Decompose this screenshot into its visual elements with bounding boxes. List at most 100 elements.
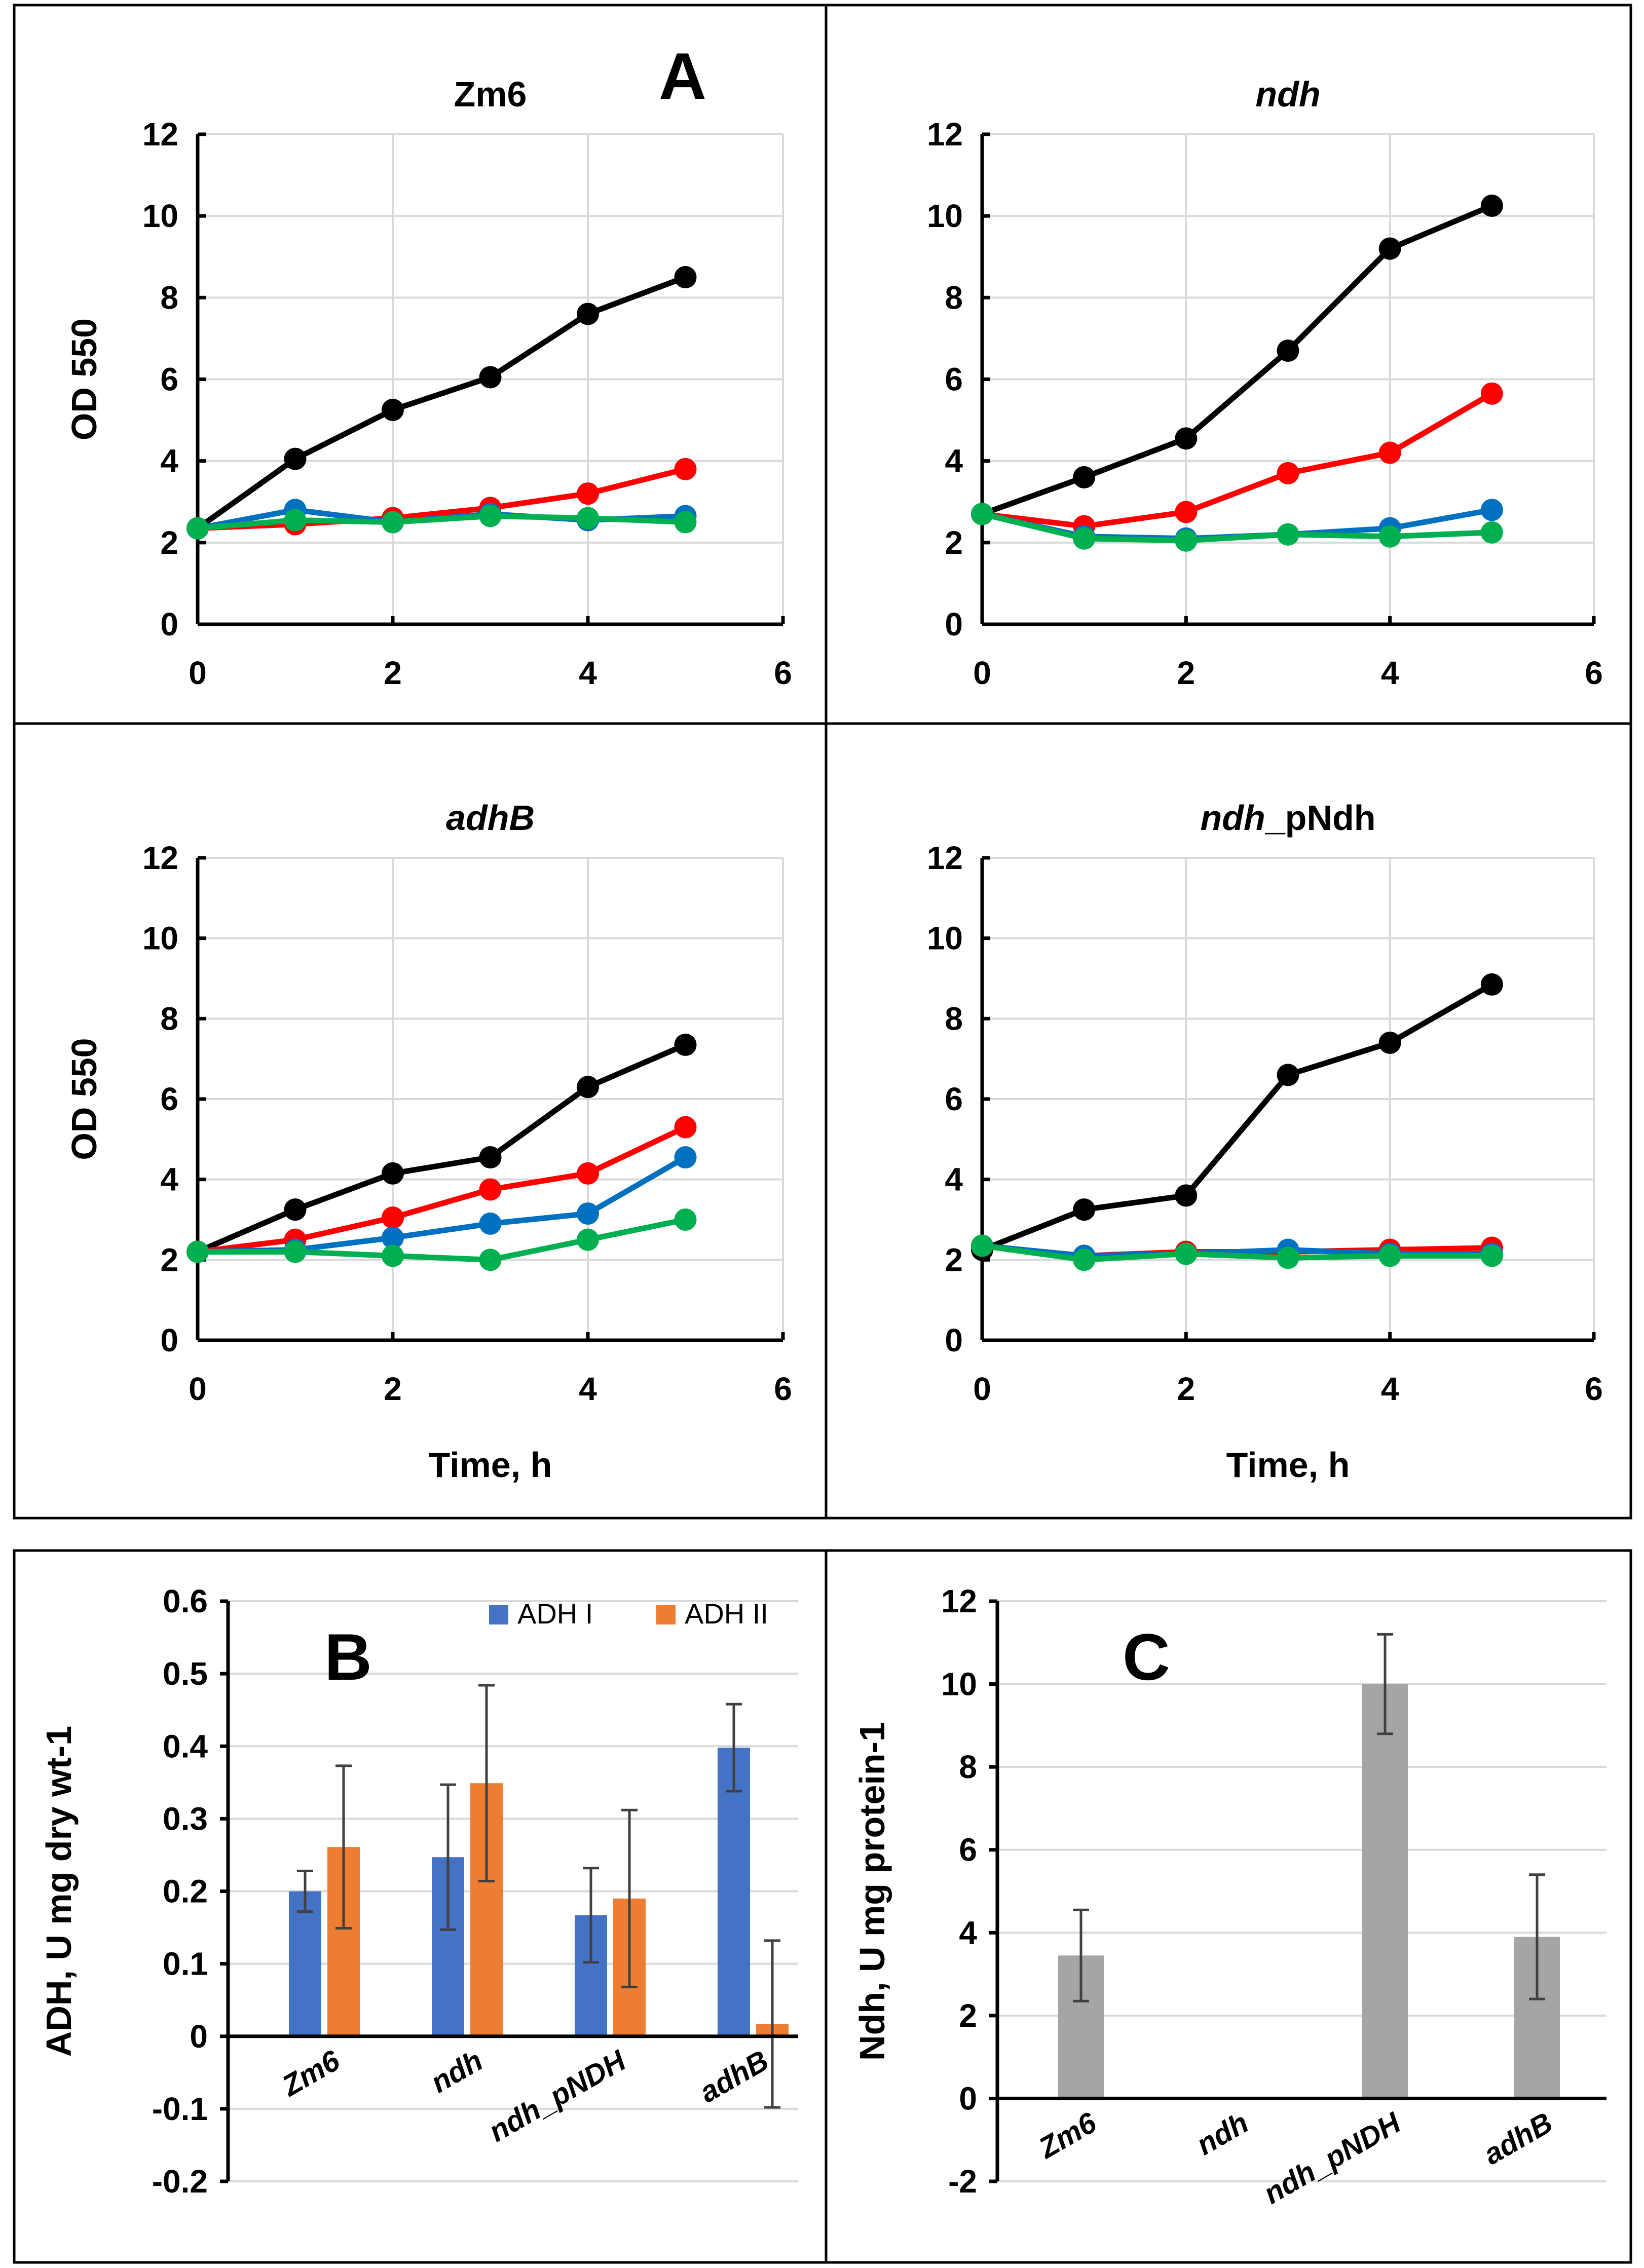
x-tick-label: 2 [1177,1371,1195,1407]
series-line-black [981,982,1493,1253]
y-tick-label: 2 [945,524,963,561]
y-tick-label: 4 [945,443,963,479]
data-point-black [1073,1198,1096,1221]
data-point-black [577,303,599,325]
y-tick-label: -2 [948,2163,977,2200]
data-point-blue [479,1212,502,1235]
y-tick-label: 8 [160,1000,178,1037]
data-point-black [577,1076,599,1099]
y-tick-label: 12 [142,840,178,876]
x-tick-label: 6 [774,1371,792,1407]
bar-adh-i [718,1748,750,2036]
data-point-red [674,1116,697,1139]
category-label: adhB [694,2044,774,2109]
data-point-green [577,507,599,530]
growth-chart-ndh-pndh: 0 2 4 6 8 10 12 0 2 4 6 ndh_pNdh Time, h [927,798,1603,1485]
data-point-blue [1480,499,1503,521]
y-tick-label: 0.4 [163,1728,208,1764]
y-tick-label: 0 [945,1322,963,1358]
y-tick-label: 12 [927,840,963,876]
y-tick-label: 6 [160,361,178,398]
y-tick-label: 0.1 [163,1946,208,1982]
y-tick-label: 0 [190,2018,208,2055]
legend-label: ADH II [685,1598,768,1630]
data-point-green [1480,1244,1503,1267]
data-point-black [479,1146,502,1169]
y-tick-label: 0.3 [163,1800,208,1837]
y-tick-label: 0 [959,2080,977,2116]
data-point-black [284,447,307,470]
x-tick-label: 4 [1381,1371,1399,1407]
data-point-green [186,517,209,540]
series-line-green [981,511,1492,544]
data-point-green [382,1244,404,1267]
y-tick-label: 0 [160,1322,178,1358]
category-label: ndh [1191,2106,1254,2161]
y-tick-label: 12 [142,116,178,153]
data-point-black [1480,195,1503,217]
y-tick-label: 12 [941,1583,977,1619]
x-tick-label: 2 [1177,655,1195,691]
data-point-green [284,509,307,532]
data-point-green [1073,1249,1096,1271]
x-tick-label: 4 [579,655,597,691]
series-line-green [197,513,686,532]
data-point-green [674,511,697,534]
data-point-black [674,266,697,289]
y-tick-label: 2 [945,1241,963,1278]
x-tick-label: 0 [973,1371,991,1407]
category-label: ndh [425,2044,489,2099]
x-tick-label: 2 [384,1371,402,1407]
growth-chart-adhb: 0 2 4 6 8 10 12 0 2 4 6 adhB OD 550 Time, h [64,798,792,1485]
adh-activity-chart: -0.2 -0.1 0 0.1 0.2 0.3 0.4 0.5 0.6 Zm6 ndhndh_pND… [39,1583,798,2200]
x-tick-label: 2 [384,655,402,691]
y-tick-label: 0.6 [163,1583,208,1619]
chart-title-rest: _pNdh [1265,798,1376,838]
y-axis-label: OD 550 [64,1038,104,1160]
y-tick-label: -0.2 [152,2163,208,2200]
data-point-black [1378,237,1401,260]
y-tick-label: 10 [142,198,178,234]
y-tick-label: 2 [160,524,178,561]
bar-ndh [1362,1684,1408,2099]
y-tick-label: 4 [160,443,178,479]
legend-swatch [656,1605,676,1624]
chart-title: ndh_pNdh [1200,798,1375,838]
y-tick-label: 8 [959,1749,977,1785]
data-point-green [577,1228,599,1251]
data-point-red [1480,382,1503,405]
data-point-black [1277,339,1299,362]
data-point-blue [382,1226,404,1249]
data-point-green [479,1249,502,1271]
data-point-black [1073,466,1096,488]
data-point-black [1378,1031,1401,1054]
y-tick-label: 0.5 [163,1655,208,1692]
y-axis-label: Ndh, U mg protein-1 [852,1722,892,2061]
panel-label-b: B [324,1620,372,1694]
y-tick-label: 12 [927,116,963,153]
x-axis-label: Time, h [429,1445,552,1485]
y-tick-label: 10 [927,198,963,234]
data-point-green [1277,523,1299,546]
data-point-blue [577,1202,599,1225]
data-point-green [186,1240,209,1263]
chart-title: Zm6 [454,74,527,114]
data-point-black [674,1033,697,1056]
panel-label-a: A [659,39,706,113]
series-line-green [198,1217,686,1263]
x-tick-label: 4 [579,1371,597,1407]
ndh-activity-chart: -2 0 2 4 6 8 10 12 Zm6 ndh ndh_pNDH adhB Ndh, U mg p… [852,1583,1606,2211]
data-point-green [971,1234,993,1257]
series-line-black [981,203,1493,517]
bar-adh-i [289,1891,321,2036]
data-point-green [674,1208,697,1231]
x-tick-label: 0 [973,655,991,691]
data-point-black [1175,427,1198,450]
data-point-black [382,1162,404,1185]
y-tick-label: 4 [160,1161,178,1198]
y-tick-label: -0.1 [152,2091,208,2127]
series-line-red [197,1124,687,1255]
category-label: ndh_pNDH [483,2044,632,2148]
y-tick-label: 10 [142,920,178,957]
